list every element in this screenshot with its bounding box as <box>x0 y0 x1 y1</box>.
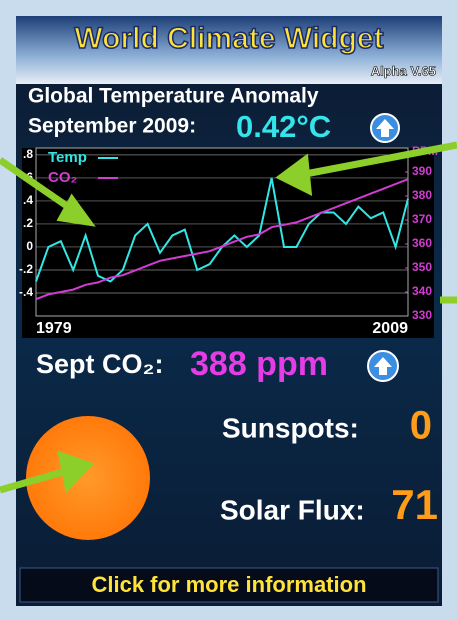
y-tick-label: -.4 <box>19 285 33 299</box>
title: World Climate Widget <box>74 22 383 55</box>
sunspots-value: 0 <box>410 404 432 448</box>
y-tick-label: .8 <box>23 147 33 161</box>
y2-tick-label: 330 <box>412 308 432 322</box>
y-tick-label: 0 <box>26 239 33 253</box>
legend-label: Temp <box>48 149 87 166</box>
anomaly-label: September 2009: <box>28 115 196 138</box>
y-tick-label: -.2 <box>19 262 33 276</box>
page: World Climate Widget Alpha V.65 Global T… <box>0 0 457 620</box>
co2-value: 388 ppm <box>190 345 328 383</box>
y2-tick-label: 370 <box>412 212 432 226</box>
anomaly-label: Global Temperature Anomaly <box>28 85 319 108</box>
sunspots-label: Sunspots: <box>222 412 359 443</box>
more-info-link[interactable]: Click for more information <box>91 572 366 597</box>
y2-tick-label: 340 <box>412 284 432 298</box>
y2-tick-label: 350 <box>412 260 432 274</box>
widget: World Climate Widget Alpha V.65 Global T… <box>0 0 457 620</box>
legend-label: CO₂ <box>48 169 77 186</box>
x-tick-label: 2009 <box>372 320 408 337</box>
solar-flux-value: 71 <box>391 481 438 528</box>
x-tick-label: 1979 <box>36 320 72 337</box>
y2-tick-label: 360 <box>412 236 432 250</box>
solar-flux-label: Solar Flux: <box>220 494 365 525</box>
y2-tick-label: 380 <box>412 188 432 202</box>
y-tick-label: .4 <box>23 193 33 207</box>
y2-tick-label: 390 <box>412 164 432 178</box>
co2-label: Sept CO₂: <box>36 349 164 379</box>
y-tick-label: .2 <box>23 216 33 230</box>
anomaly-value: 0.42°C <box>236 109 331 144</box>
version: Alpha V.65 <box>371 63 436 78</box>
